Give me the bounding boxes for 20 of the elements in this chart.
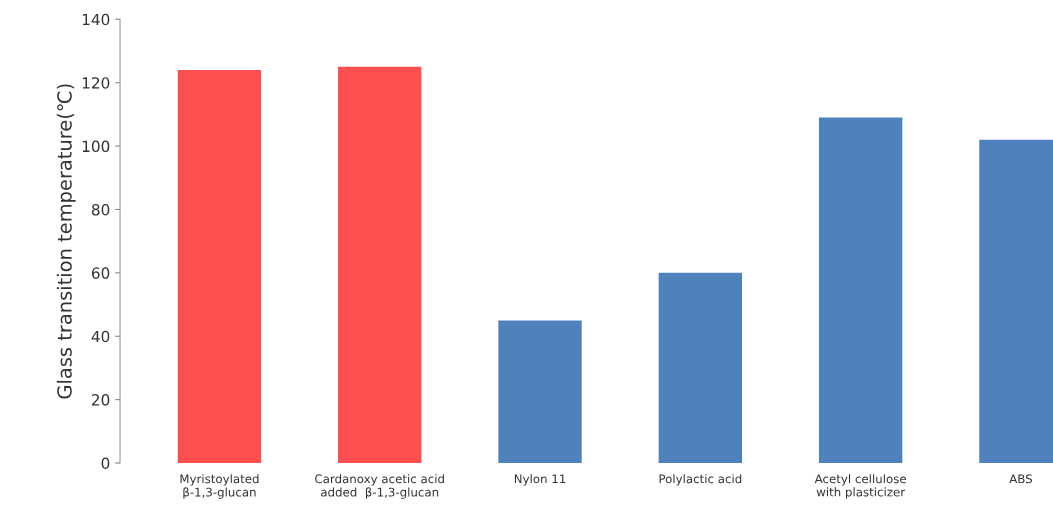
x-tick-label: Polylactic acid [659, 474, 742, 486]
y-tick-label: 80 [91, 203, 110, 216]
x-tick-label: ABS [1009, 474, 1033, 484]
y-axis-title: Glass transition temperature(℃) [56, 84, 76, 399]
y-tick-label: 20 [92, 394, 110, 406]
x-tick-label: Cardanoxy acetic acid added β-1,3-glucan [315, 474, 444, 499]
y-tick-label: 100 [82, 140, 110, 153]
y-tick-label: 40 [91, 330, 110, 343]
bar [498, 320, 582, 464]
y-tick-label: 120 [82, 77, 110, 89]
x-tick-label: Nylon 11 [514, 474, 566, 486]
bar [658, 272, 743, 464]
y-tick-label: 60 [91, 267, 110, 279]
y-tick-label: 0 [101, 457, 110, 470]
y-tick-label: 140 [82, 13, 110, 26]
x-tick-label: Myristoylated β-1,3-glucan [180, 474, 259, 499]
bar [338, 66, 422, 464]
bar [177, 70, 262, 464]
x-tick-label: Acetyl cellulose with plasticizer [814, 474, 906, 499]
bar [818, 117, 903, 464]
